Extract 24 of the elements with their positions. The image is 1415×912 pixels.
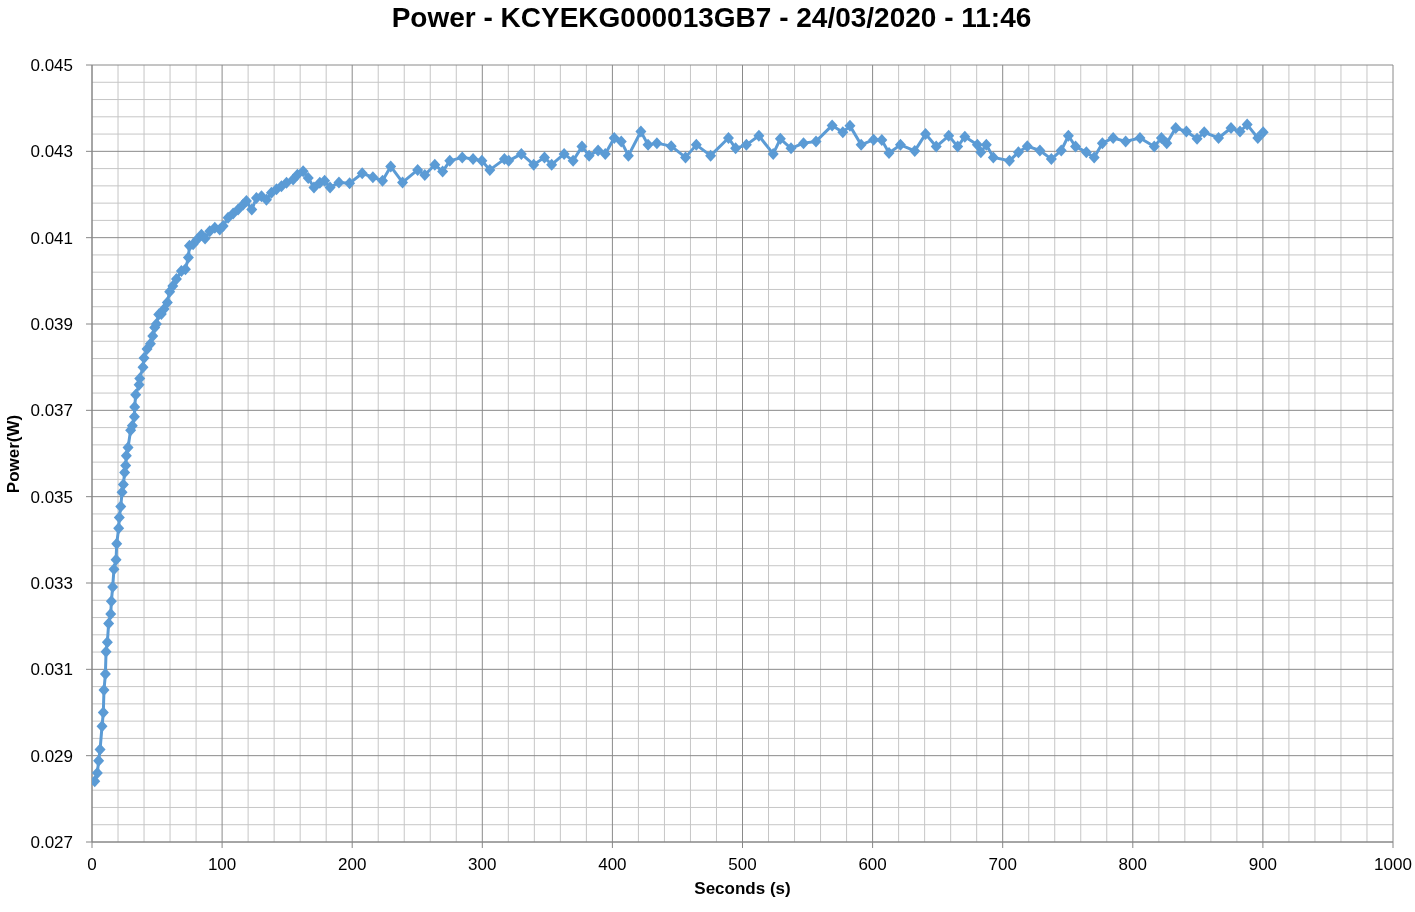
x-tick-label: 900	[1248, 855, 1278, 875]
x-axis-title: Seconds (s)	[693, 878, 792, 900]
y-tick-label: 0.035	[30, 487, 73, 507]
x-tick-label: 200	[338, 855, 367, 875]
y-tick-label: 0.031	[30, 660, 73, 680]
x-tick-label: 0	[87, 855, 97, 875]
y-tick-label: 0.037	[30, 401, 73, 421]
x-tick-label: 500	[728, 855, 757, 875]
y-tick-label: 0.033	[30, 574, 73, 594]
x-tick-label: 600	[858, 855, 887, 875]
y-tick-label: 0.043	[30, 142, 73, 162]
y-tick-label: 0.041	[30, 228, 73, 248]
y-tick-label: 0.039	[30, 315, 73, 335]
x-tick-label: 300	[468, 855, 497, 875]
x-tick-label: 1000	[1374, 855, 1412, 875]
x-tick-label: 400	[598, 855, 627, 875]
y-tick-label: 0.027	[30, 833, 73, 853]
y-axis-title: Power(W)	[2, 413, 23, 495]
y-tick-label: 0.029	[30, 746, 73, 766]
x-tick-label: 700	[988, 855, 1017, 875]
chart-title: Power - KCYEKG000013GB7 - 24/03/2020 - 11:46	[390, 2, 1033, 34]
x-tick-label: 100	[207, 855, 237, 875]
y-tick-label: 0.045	[30, 56, 73, 76]
x-tick-label: 800	[1118, 855, 1147, 875]
